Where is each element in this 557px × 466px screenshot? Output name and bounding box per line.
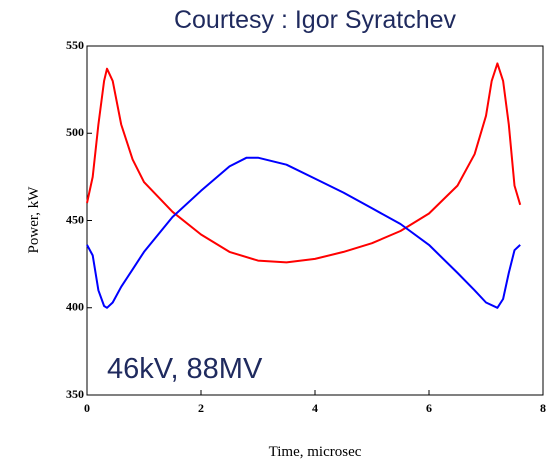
y-tick-label: 350 xyxy=(66,387,84,401)
x-tick-label: 2 xyxy=(198,401,204,415)
x-tick-label: 6 xyxy=(426,401,432,415)
line-series xyxy=(86,156,521,309)
chart-title: Courtesy : Igor Syratchev xyxy=(174,6,457,34)
y-tick-label: 400 xyxy=(66,300,84,314)
x-tick-label: 8 xyxy=(540,401,546,415)
x-tick-label: 4 xyxy=(312,401,318,415)
annotation: 46kV, 88MV xyxy=(107,353,263,385)
y-tick-label: 550 xyxy=(66,38,84,52)
y-tick-label: 500 xyxy=(66,125,84,139)
line-series xyxy=(86,62,522,264)
plot-frame xyxy=(86,45,544,396)
y-axis-label: Power, kW xyxy=(26,186,42,254)
x-axis-label: Time, microsec xyxy=(269,444,362,460)
y-tick-label: 450 xyxy=(66,212,84,226)
x-tick-label: 0 xyxy=(84,401,90,415)
